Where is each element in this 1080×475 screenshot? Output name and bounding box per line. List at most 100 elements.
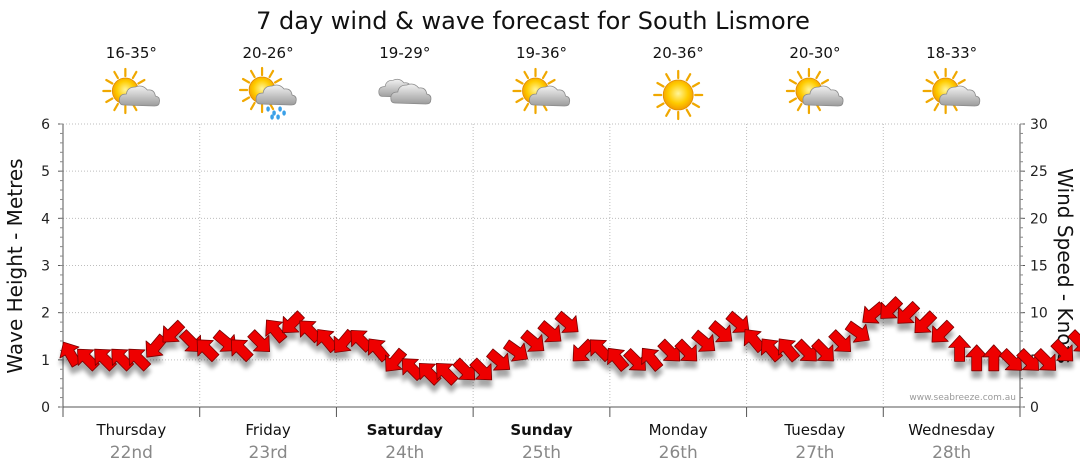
wind-arrow: [367, 338, 390, 363]
wind-arrow-shape: [828, 329, 852, 353]
wind-arrow: [469, 357, 493, 381]
sun-ray: [241, 77, 251, 84]
wind-arrow: [708, 320, 733, 343]
wind-arrow: [691, 329, 716, 352]
sun-ray: [685, 108, 692, 117]
wind-arrow-shape: [725, 310, 750, 333]
y-left-tick-label: 1: [41, 353, 50, 369]
wind-arrow-shape: [230, 339, 254, 363]
wind-arrow: [811, 338, 834, 362]
wind-arrow: [725, 310, 750, 333]
cloud-body: [802, 85, 844, 107]
day-temperature: 19-36°: [516, 44, 567, 62]
sun-ray: [796, 102, 803, 112]
wind-arrow: [623, 348, 646, 371]
sun-ray: [820, 78, 830, 85]
wind-arrow: [486, 348, 511, 371]
sun-ray: [933, 70, 940, 80]
wind-arrow-shape: [641, 347, 664, 372]
wind-arrow-shape: [265, 319, 288, 344]
wind-arrow: [282, 310, 305, 334]
wind-arrow-shape: [503, 339, 528, 362]
temperature-labels: 16-35° 20-26° 19-29° 19-36° 20-36° 20-30° 18-3…: [106, 44, 977, 62]
wind-arrow-shape: [897, 300, 921, 324]
cloud-body: [118, 85, 160, 107]
cloud-icon: [378, 78, 432, 105]
wind-arrow: [230, 339, 254, 363]
day-name: Monday: [649, 421, 708, 439]
sun-cloud-icon: [922, 67, 981, 115]
wind-arrow: [982, 344, 1006, 372]
y-left-tick-label: 3: [41, 259, 50, 275]
wind-arrow: [128, 348, 152, 372]
sun-ray: [691, 81, 701, 88]
sun-ray: [796, 70, 803, 80]
wind-arrow-shape: [145, 333, 168, 358]
sun-ray: [665, 108, 671, 117]
wind-arrow: [1050, 338, 1074, 362]
wind-arrow-shape: [794, 338, 817, 362]
sun-ray: [957, 78, 966, 85]
wind-arrow: [641, 347, 664, 372]
y-right-tick-label: 30: [1030, 117, 1048, 133]
wind-arrow: [948, 334, 971, 362]
wind-arrow: [145, 333, 168, 358]
rain-drop: [282, 110, 286, 116]
sun-ray: [815, 70, 822, 80]
sun-ray: [515, 78, 524, 85]
sun-ray: [105, 97, 114, 104]
sun-ray: [137, 78, 146, 85]
wind-arrow-shape: [367, 338, 390, 363]
wind-arrow-shape: [212, 329, 237, 352]
cloud-body: [255, 84, 297, 106]
wind-arrow: [520, 329, 545, 352]
y-left-tick-label: 0: [41, 400, 50, 416]
y-right-tick-label: 15: [1030, 259, 1048, 275]
day-date: 24th: [385, 443, 424, 463]
wind-arrow-shape: [880, 296, 904, 319]
wind-arrow-shape: [247, 329, 271, 353]
grid: [62, 123, 1021, 417]
sun-ray: [113, 70, 119, 80]
wind-arrow: [435, 362, 459, 386]
y-left-tick-label: 6: [41, 117, 50, 133]
sun-ray: [113, 102, 119, 112]
wind-arrow-shape: [691, 329, 716, 352]
sun-ray: [925, 97, 934, 104]
wind-arrow-shape: [469, 357, 493, 381]
wind-arrow: [674, 338, 698, 362]
wind-arrow-shape: [178, 329, 202, 353]
wind-arrow: [196, 339, 220, 363]
wind-arrow: [212, 329, 237, 352]
wind-arrow: [1016, 348, 1040, 371]
sun-rays: [653, 69, 704, 121]
rain-drop: [266, 106, 270, 112]
day-temperature: 18-33°: [926, 44, 977, 62]
wind-arrow: [844, 320, 870, 343]
cloud-shape: [255, 84, 297, 106]
sun-ray: [547, 78, 556, 85]
wind-arrow-shape: [1067, 329, 1080, 353]
wind-arrow: [914, 310, 938, 334]
sun-ray: [268, 69, 275, 79]
wind-arrow-shape: [1050, 338, 1074, 362]
wind-arrow: [537, 320, 562, 343]
wind-arrow-shape: [607, 347, 630, 372]
watermark: www.seabreeze.com.au: [909, 393, 1016, 403]
rain-drop: [276, 114, 280, 120]
day-name: Friday: [245, 421, 291, 439]
sun-ray: [685, 73, 692, 82]
wind-arrow-shape: [520, 329, 545, 352]
sun-ray: [933, 102, 940, 112]
right-axis: 051015202530: [1020, 117, 1048, 416]
cloud-shape: [390, 83, 432, 105]
day-name: Tuesday: [783, 421, 845, 439]
wind-arrow: [333, 328, 356, 353]
wind-arrow: [760, 338, 784, 363]
rain-drop: [272, 110, 276, 116]
day-temperature: 20-26°: [243, 44, 294, 62]
cloud-shape: [802, 85, 844, 107]
wind-arrow: [265, 319, 288, 344]
day-temperature: 20-30°: [789, 44, 840, 62]
